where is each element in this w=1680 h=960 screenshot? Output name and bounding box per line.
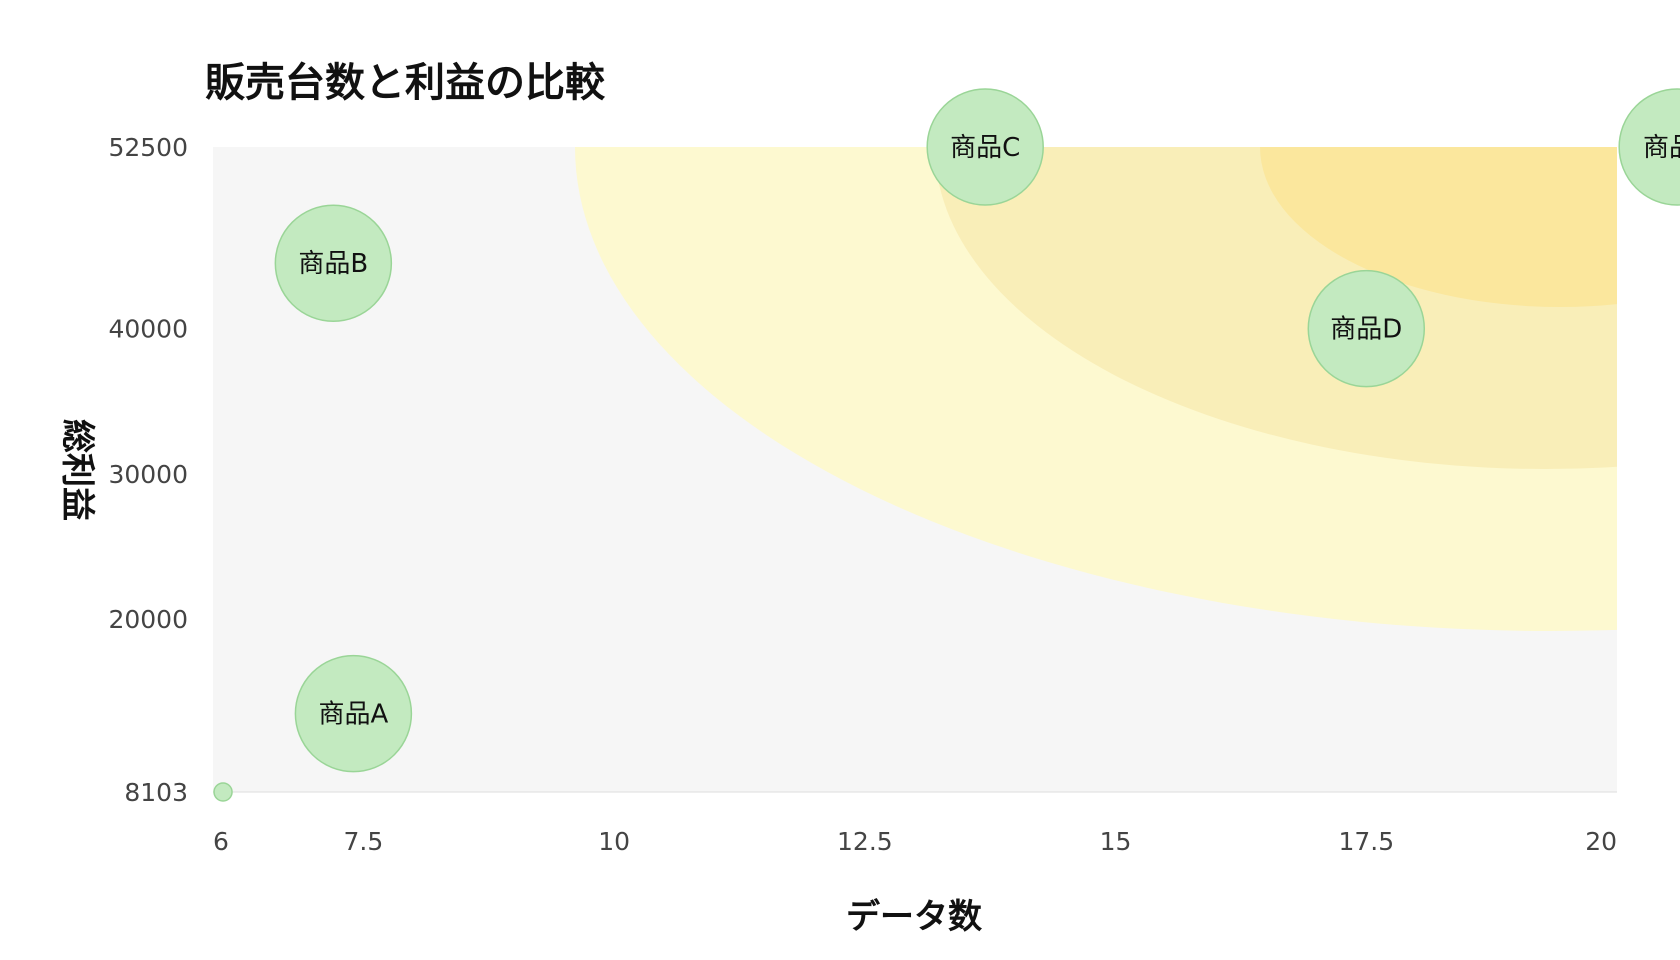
x-tick-label: 7.5: [344, 827, 384, 856]
x-tick-label: 15: [1100, 827, 1132, 856]
x-tick-label: 6: [213, 827, 229, 856]
data-bubble: [1618, 88, 1680, 206]
bubble-label: 商品D: [1330, 315, 1402, 345]
data-bubble: [274, 204, 393, 322]
bubble-label: 商品E: [1643, 133, 1680, 163]
x-tick-label: 17.5: [1338, 827, 1394, 856]
y-tick-label: 40000: [108, 315, 188, 344]
x-tick-label: 12.5: [837, 827, 893, 856]
x-tick-label: 10: [598, 827, 630, 856]
highlight-zone-3: [1260, 147, 1617, 307]
y-tick-label: 8103: [124, 778, 188, 807]
bubble-label: 商品A: [319, 700, 389, 730]
bubble-label: 商品B: [298, 249, 368, 279]
y-tick-label: 20000: [108, 605, 188, 634]
y-axis-title: 総利益: [57, 419, 97, 521]
data-bubble: [213, 782, 233, 802]
y-tick-label: 52500: [108, 133, 188, 162]
y-tick-label: 30000: [108, 460, 188, 489]
data-bubble: [926, 88, 1044, 206]
bubble-label: 商品C: [950, 133, 1020, 163]
chart-title: 販売台数と利益の比較: [205, 60, 606, 106]
x-tick-label: 20: [1585, 827, 1617, 856]
data-bubble: [294, 654, 413, 773]
x-axis-title: データ数: [846, 897, 982, 937]
data-bubble: [1307, 269, 1426, 388]
